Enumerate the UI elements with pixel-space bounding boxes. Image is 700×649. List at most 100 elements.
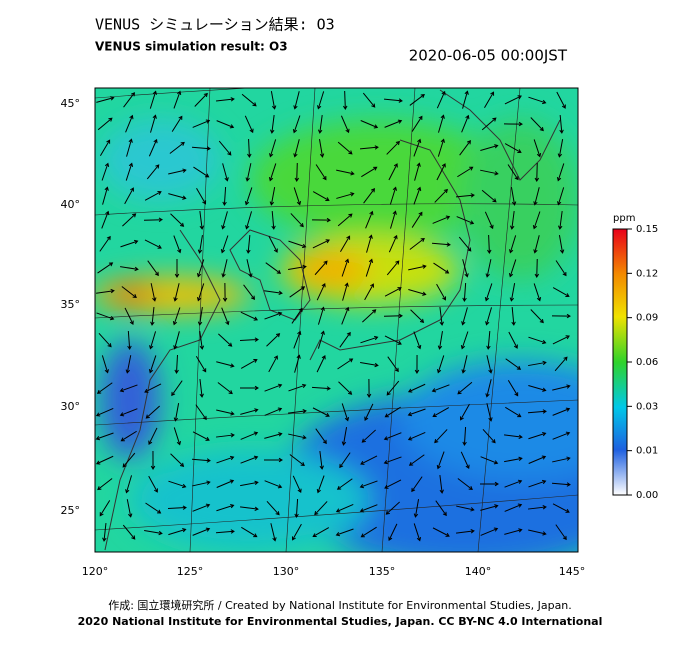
colorbar-unit: ppm bbox=[613, 213, 635, 224]
wind-arrow bbox=[264, 407, 283, 416]
wind-arrow bbox=[556, 163, 565, 182]
wind-arrow bbox=[484, 91, 495, 109]
lat-label: 40° bbox=[61, 198, 81, 211]
wind-arrow bbox=[221, 211, 228, 230]
wind-arrow bbox=[482, 428, 496, 444]
wind-arrow bbox=[530, 117, 544, 132]
wind-arrow bbox=[167, 505, 187, 510]
wind-arrow bbox=[507, 380, 519, 397]
wind-arrow bbox=[437, 138, 445, 157]
wind-arrows bbox=[95, 90, 571, 542]
wind-arrow bbox=[528, 336, 547, 345]
wind-arrow bbox=[555, 524, 567, 541]
wind-arrow bbox=[269, 187, 276, 206]
wind-arrow bbox=[504, 528, 523, 535]
wind-arrow bbox=[411, 476, 423, 493]
wind-arrow bbox=[264, 432, 283, 439]
wind-arrow bbox=[144, 191, 162, 201]
wind-arrow bbox=[343, 90, 348, 110]
lon-label: 125° bbox=[177, 565, 204, 578]
wind-arrow bbox=[101, 355, 109, 374]
wind-arrow bbox=[434, 188, 448, 203]
wind-arrow bbox=[504, 434, 523, 440]
wind-arrow bbox=[364, 283, 374, 301]
wind-arrow bbox=[552, 456, 571, 463]
wind-arrow bbox=[244, 187, 253, 206]
wind-arrow bbox=[240, 431, 259, 440]
wind-arrow bbox=[504, 456, 523, 463]
lat-label: 35° bbox=[61, 298, 81, 311]
wind-arrow bbox=[339, 331, 351, 348]
wind-arrow bbox=[411, 211, 423, 228]
wind-arrow bbox=[384, 287, 402, 297]
wind-arrow bbox=[294, 162, 300, 182]
wind-arrow bbox=[312, 239, 330, 249]
wind-arrow bbox=[559, 114, 564, 134]
wind-arrow bbox=[438, 114, 445, 133]
wind-arrow bbox=[196, 187, 207, 205]
wind-arrow bbox=[383, 98, 403, 103]
wind-arrow bbox=[361, 166, 378, 178]
wind-arrow bbox=[487, 234, 492, 254]
wind-arrow bbox=[312, 191, 330, 202]
wind-arrow bbox=[123, 92, 136, 108]
wind-arrow bbox=[293, 91, 300, 110]
wind-arrow bbox=[168, 480, 187, 489]
wind-arrow bbox=[364, 403, 374, 421]
lat-label: 25° bbox=[61, 504, 81, 517]
wind-arrow bbox=[269, 139, 277, 158]
copyright: 2020 National Institute for Environmenta… bbox=[78, 615, 603, 628]
wind-arrow bbox=[316, 355, 326, 373]
wind-arrow bbox=[294, 354, 301, 373]
wind-arrow bbox=[290, 213, 304, 228]
wind-arrow bbox=[410, 309, 425, 323]
wind-arrow bbox=[360, 335, 379, 344]
wind-arrow bbox=[222, 282, 228, 302]
wind-arrow bbox=[145, 405, 161, 419]
wind-arrow bbox=[194, 92, 208, 107]
wind-arrow bbox=[527, 409, 547, 414]
wind-arrow bbox=[195, 356, 207, 373]
wind-arrow bbox=[216, 361, 235, 368]
wind-arrow bbox=[264, 290, 283, 296]
wind-arrow bbox=[557, 139, 564, 158]
wind-arrow bbox=[271, 210, 276, 230]
wind-arrow bbox=[215, 97, 235, 102]
colorbar-tick-label: 0.09 bbox=[636, 313, 658, 324]
wind-arrow bbox=[340, 115, 350, 134]
wind-arrow bbox=[359, 504, 378, 513]
wind-arrow bbox=[383, 432, 402, 441]
wind-arrow bbox=[388, 523, 398, 541]
wind-arrow bbox=[528, 455, 547, 464]
wind-arrow bbox=[292, 115, 301, 134]
wind-arrow bbox=[533, 235, 540, 254]
wind-arrow bbox=[173, 90, 182, 109]
wind-arrow bbox=[196, 259, 205, 278]
wind-arrow bbox=[216, 455, 235, 464]
wind-arrow bbox=[528, 479, 547, 488]
wind-arrow bbox=[317, 115, 323, 134]
wind-arrow bbox=[436, 283, 447, 301]
wind-arrow bbox=[384, 335, 402, 345]
colorbar-tick-label: 0.12 bbox=[636, 268, 658, 279]
wind-arrow bbox=[239, 337, 259, 342]
wind-arrow bbox=[552, 287, 570, 297]
wind-arrow bbox=[102, 186, 109, 205]
wind-arrow bbox=[311, 386, 331, 391]
wind-arrow bbox=[365, 258, 374, 277]
wind-arrow bbox=[243, 284, 256, 300]
wind-arrow bbox=[150, 450, 156, 470]
wind-arrow bbox=[168, 168, 187, 175]
wind-arrow bbox=[341, 427, 348, 446]
wind-arrow bbox=[264, 311, 283, 320]
wind-arrow bbox=[459, 140, 471, 156]
wind-arrow bbox=[245, 163, 252, 182]
wind-arrow bbox=[217, 382, 233, 395]
wind-arrow bbox=[197, 235, 203, 254]
lon-label: 120° bbox=[82, 565, 109, 578]
wind-arrow bbox=[191, 458, 211, 463]
wind-arrow bbox=[147, 260, 159, 277]
wind-arrow bbox=[385, 501, 400, 515]
wind-arrow bbox=[484, 211, 494, 230]
